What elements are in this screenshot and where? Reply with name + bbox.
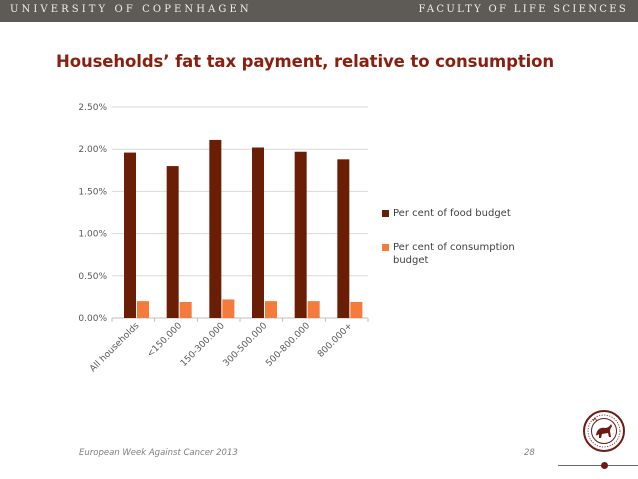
x-tick-label: 150-300.000 xyxy=(179,321,227,369)
chart-y-axis-labels: 0.00% 0.50% 1.00% 1.50% 2.00% 2.50% xyxy=(78,103,107,324)
legend-label-consumption: Per cent of consumption budget xyxy=(393,242,515,266)
x-tick-label: <150.000 xyxy=(145,321,184,360)
bar-food-budget xyxy=(294,151,307,318)
bar-consumption-budget xyxy=(265,301,277,318)
chart-gridlines xyxy=(111,106,369,322)
bar-food-budget xyxy=(209,139,222,318)
bar-consumption-budget xyxy=(137,301,149,318)
y-tick-label: 2.00% xyxy=(78,145,107,155)
chart-bars xyxy=(124,139,363,318)
bar-food-budget xyxy=(337,159,350,318)
faculty-name: FACULTY OF LIFE SCIENCES xyxy=(418,4,628,15)
x-tick-label: 800.000+ xyxy=(316,321,355,360)
slide-title: Households’ fat tax payment, relative to… xyxy=(56,52,555,71)
legend-label-food: Per cent of food budget xyxy=(393,208,511,219)
bar-consumption-budget xyxy=(222,299,235,318)
legend-swatch-food xyxy=(382,210,389,217)
y-tick-label: 1.00% xyxy=(78,230,107,240)
x-tick-label: All households xyxy=(88,321,141,374)
bar-food-budget xyxy=(166,166,179,318)
page-number: 28 xyxy=(524,448,535,458)
y-tick-label: 0.00% xyxy=(78,314,107,324)
university-seal-icon xyxy=(583,410,625,452)
chart-legend: Per cent of food budget Per cent of consu… xyxy=(382,208,515,266)
bar-consumption-budget xyxy=(350,301,363,318)
y-tick-label: 2.50% xyxy=(78,103,107,113)
footer-dot xyxy=(601,462,608,469)
bar-food-budget xyxy=(124,152,136,318)
x-tick-label: 300-500.000 xyxy=(222,321,270,369)
bar-food-budget xyxy=(252,147,264,318)
x-tick-label: 500-800.000 xyxy=(264,321,312,369)
university-name: UNIVERSITY OF COPENHAGEN xyxy=(10,4,252,15)
bar-consumption-budget xyxy=(179,301,192,318)
bar-consumption-budget xyxy=(307,301,320,318)
chart-x-axis-labels: All households <150.000150-300.000300-500… xyxy=(88,321,355,374)
footer-event: European Week Against Cancer 2013 xyxy=(79,448,238,458)
y-tick-label: 0.50% xyxy=(78,272,107,282)
bar-chart: 0.00% 0.50% 1.00% 1.50% 2.00% 2.50% All house… xyxy=(78,103,515,374)
legend-swatch-consumption xyxy=(382,244,389,251)
header-bar: UNIVERSITY OF COPENHAGEN FACULTY OF LIFE… xyxy=(0,0,638,22)
footer-divider xyxy=(558,465,638,466)
y-tick-label: 1.50% xyxy=(78,187,107,197)
